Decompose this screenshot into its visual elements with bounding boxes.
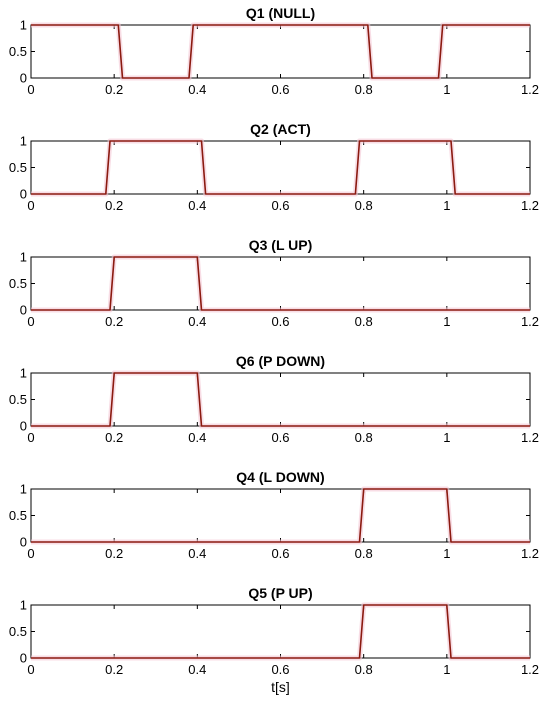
x-tick-label: 1: [443, 82, 450, 97]
x-tick-label: 1: [443, 546, 450, 561]
x-tick-label: 0: [27, 198, 34, 213]
x-tick-label: 0.2: [105, 430, 123, 445]
x-tick-label: 1: [443, 198, 450, 213]
y-tick-label: 0: [20, 71, 27, 86]
y-tick-label: 0.5: [9, 276, 27, 291]
y-tick-label: 0.5: [9, 624, 27, 639]
plot-frame: [30, 24, 531, 79]
x-tick-label: 0.6: [271, 82, 289, 97]
x-tick-label: 0.2: [105, 546, 123, 561]
x-tick-label: 0: [27, 662, 34, 677]
signal-trace: [31, 604, 530, 659]
plot-frame: [30, 488, 531, 543]
x-tick-label: 0.4: [188, 198, 206, 213]
signal-trace: [31, 256, 530, 311]
y-tick-label: 0.5: [9, 160, 27, 175]
y-tick-label: 1: [20, 482, 27, 497]
y-tick-label: 0: [20, 535, 27, 550]
x-tick-label: 0.2: [105, 314, 123, 329]
x-tick-label: 1.2: [521, 314, 539, 329]
x-axis-label: t[s]: [271, 679, 290, 695]
subplot-title: Q5 (P UP): [248, 585, 312, 601]
y-tick-label: 1: [20, 250, 27, 265]
subplot-title: Q1 (NULL): [246, 5, 315, 21]
y-tick-label: 0: [20, 303, 27, 318]
x-tick-label: 0.8: [355, 314, 373, 329]
x-tick-label: 0.8: [355, 198, 373, 213]
x-tick-label: 0: [27, 546, 34, 561]
x-tick-label: 0.6: [271, 546, 289, 561]
x-tick-label: 0.2: [105, 82, 123, 97]
y-tick-label: 1: [20, 134, 27, 149]
y-tick-label: 0.5: [9, 392, 27, 407]
signal-trace: [31, 24, 530, 79]
x-tick-label: 1.2: [521, 662, 539, 677]
y-tick-label: 0: [20, 651, 27, 666]
x-tick-label: 0.6: [271, 198, 289, 213]
x-tick-label: 0.8: [355, 546, 373, 561]
x-tick-label: 0: [27, 430, 34, 445]
x-tick-label: 0: [27, 82, 34, 97]
y-tick-label: 1: [20, 598, 27, 613]
subplot-title: Q6 (P DOWN): [236, 353, 325, 369]
x-tick-label: 1.2: [521, 430, 539, 445]
signal-trace-glow: [31, 602, 530, 661]
x-tick-label: 0.6: [271, 314, 289, 329]
signal-trace-glow: [31, 370, 530, 429]
x-tick-label: 0.8: [355, 82, 373, 97]
x-tick-label: 0.4: [188, 82, 206, 97]
signal-trace: [31, 372, 530, 427]
signal-trace: [31, 140, 530, 195]
signal-trace-glow: [31, 486, 530, 545]
x-tick-label: 0.2: [105, 198, 123, 213]
x-tick-label: 0.4: [188, 662, 206, 677]
y-tick-label: 0.5: [9, 508, 27, 523]
plot-frame: [30, 372, 531, 427]
subplot-title: Q4 (L DOWN): [236, 469, 324, 485]
x-tick-label: 0.6: [271, 430, 289, 445]
y-tick-label: 1: [20, 366, 27, 381]
x-tick-label: 0.4: [188, 314, 206, 329]
y-tick-label: 1: [20, 18, 27, 33]
signal-trace-glow: [31, 22, 530, 81]
x-tick-label: 1: [443, 314, 450, 329]
signal-trace-glow: [31, 254, 530, 313]
x-tick-label: 0.2: [105, 662, 123, 677]
y-tick-label: 0.5: [9, 44, 27, 59]
x-tick-label: 0.8: [355, 662, 373, 677]
plot-frame: [30, 256, 531, 311]
x-tick-label: 1.2: [521, 546, 539, 561]
x-tick-label: 0.8: [355, 430, 373, 445]
x-tick-label: 0.6: [271, 662, 289, 677]
y-tick-label: 0: [20, 187, 27, 202]
x-tick-label: 0.4: [188, 430, 206, 445]
x-tick-label: 1: [443, 430, 450, 445]
x-tick-label: 1: [443, 662, 450, 677]
x-tick-label: 1.2: [521, 198, 539, 213]
y-tick-label: 0: [20, 419, 27, 434]
x-tick-label: 0: [27, 314, 34, 329]
x-tick-label: 1.2: [521, 82, 539, 97]
plot-frame: [30, 604, 531, 659]
subplot-title: Q2 (ACT): [250, 121, 311, 137]
signal-trace: [31, 488, 530, 543]
subplot-title: Q3 (L UP): [249, 237, 313, 253]
x-tick-label: 0.4: [188, 546, 206, 561]
